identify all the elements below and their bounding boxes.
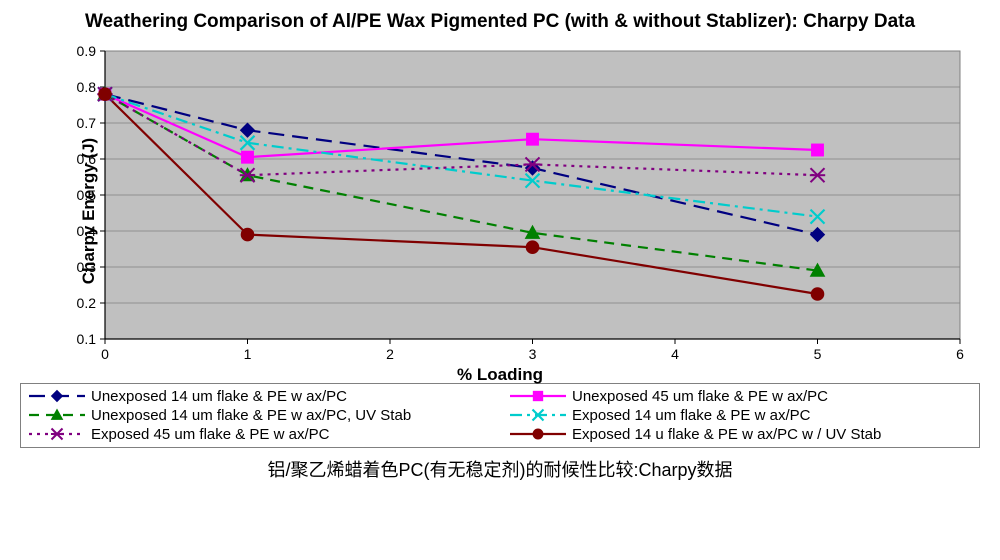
legend-label: Exposed 45 um flake & PE w ax/PC bbox=[91, 426, 329, 443]
svg-text:2: 2 bbox=[386, 346, 394, 362]
svg-text:0: 0 bbox=[101, 346, 109, 362]
plot-area: Charpy Energy (J) 0.10.20.30.40.50.60.70… bbox=[20, 41, 980, 381]
legend-item: Exposed 14 u flake & PE w ax/PC w / UV S… bbox=[510, 426, 971, 443]
chart-title: Weathering Comparison of Al/PE Wax Pigme… bbox=[20, 10, 980, 35]
legend-label: Exposed 14 u flake & PE w ax/PC w / UV S… bbox=[572, 426, 881, 443]
legend-label: Exposed 14 um flake & PE w ax/PC bbox=[572, 407, 810, 424]
legend-label: Unexposed 45 um flake & PE w ax/PC bbox=[572, 388, 828, 405]
legend-item: Exposed 45 um flake & PE w ax/PC bbox=[29, 426, 490, 443]
legend-item: Exposed 14 um flake & PE w ax/PC bbox=[510, 407, 971, 424]
svg-text:0.7: 0.7 bbox=[77, 115, 97, 131]
legend: Unexposed 14 um flake & PE w ax/PC Unexpo… bbox=[20, 383, 980, 448]
svg-text:0.2: 0.2 bbox=[77, 295, 97, 311]
svg-text:0.9: 0.9 bbox=[77, 43, 97, 59]
y-axis-label: Charpy Energy (J) bbox=[79, 137, 99, 283]
legend-item: Unexposed 45 um flake & PE w ax/PC bbox=[510, 388, 971, 405]
svg-text:0.1: 0.1 bbox=[77, 331, 97, 347]
svg-text:1: 1 bbox=[244, 346, 252, 362]
chart-container: Weathering Comparison of Al/PE Wax Pigme… bbox=[20, 10, 980, 482]
svg-text:5: 5 bbox=[814, 346, 822, 362]
svg-text:6: 6 bbox=[956, 346, 964, 362]
legend-item: Unexposed 14 um flake & PE w ax/PC, UV S… bbox=[29, 407, 490, 424]
legend-item: Unexposed 14 um flake & PE w ax/PC bbox=[29, 388, 490, 405]
svg-text:3: 3 bbox=[529, 346, 537, 362]
legend-label: Unexposed 14 um flake & PE w ax/PC, UV S… bbox=[91, 407, 411, 424]
svg-text:0.8: 0.8 bbox=[77, 79, 97, 95]
legend-label: Unexposed 14 um flake & PE w ax/PC bbox=[91, 388, 347, 405]
svg-text:4: 4 bbox=[671, 346, 679, 362]
caption: 铝/聚乙烯蜡着色PC(有无稳定剂)的耐候性比较:Charpy数据 bbox=[20, 456, 980, 482]
chart-svg: 0.10.20.30.40.50.60.70.80.90123456 bbox=[20, 41, 980, 381]
x-axis-label: % Loading bbox=[457, 365, 543, 385]
